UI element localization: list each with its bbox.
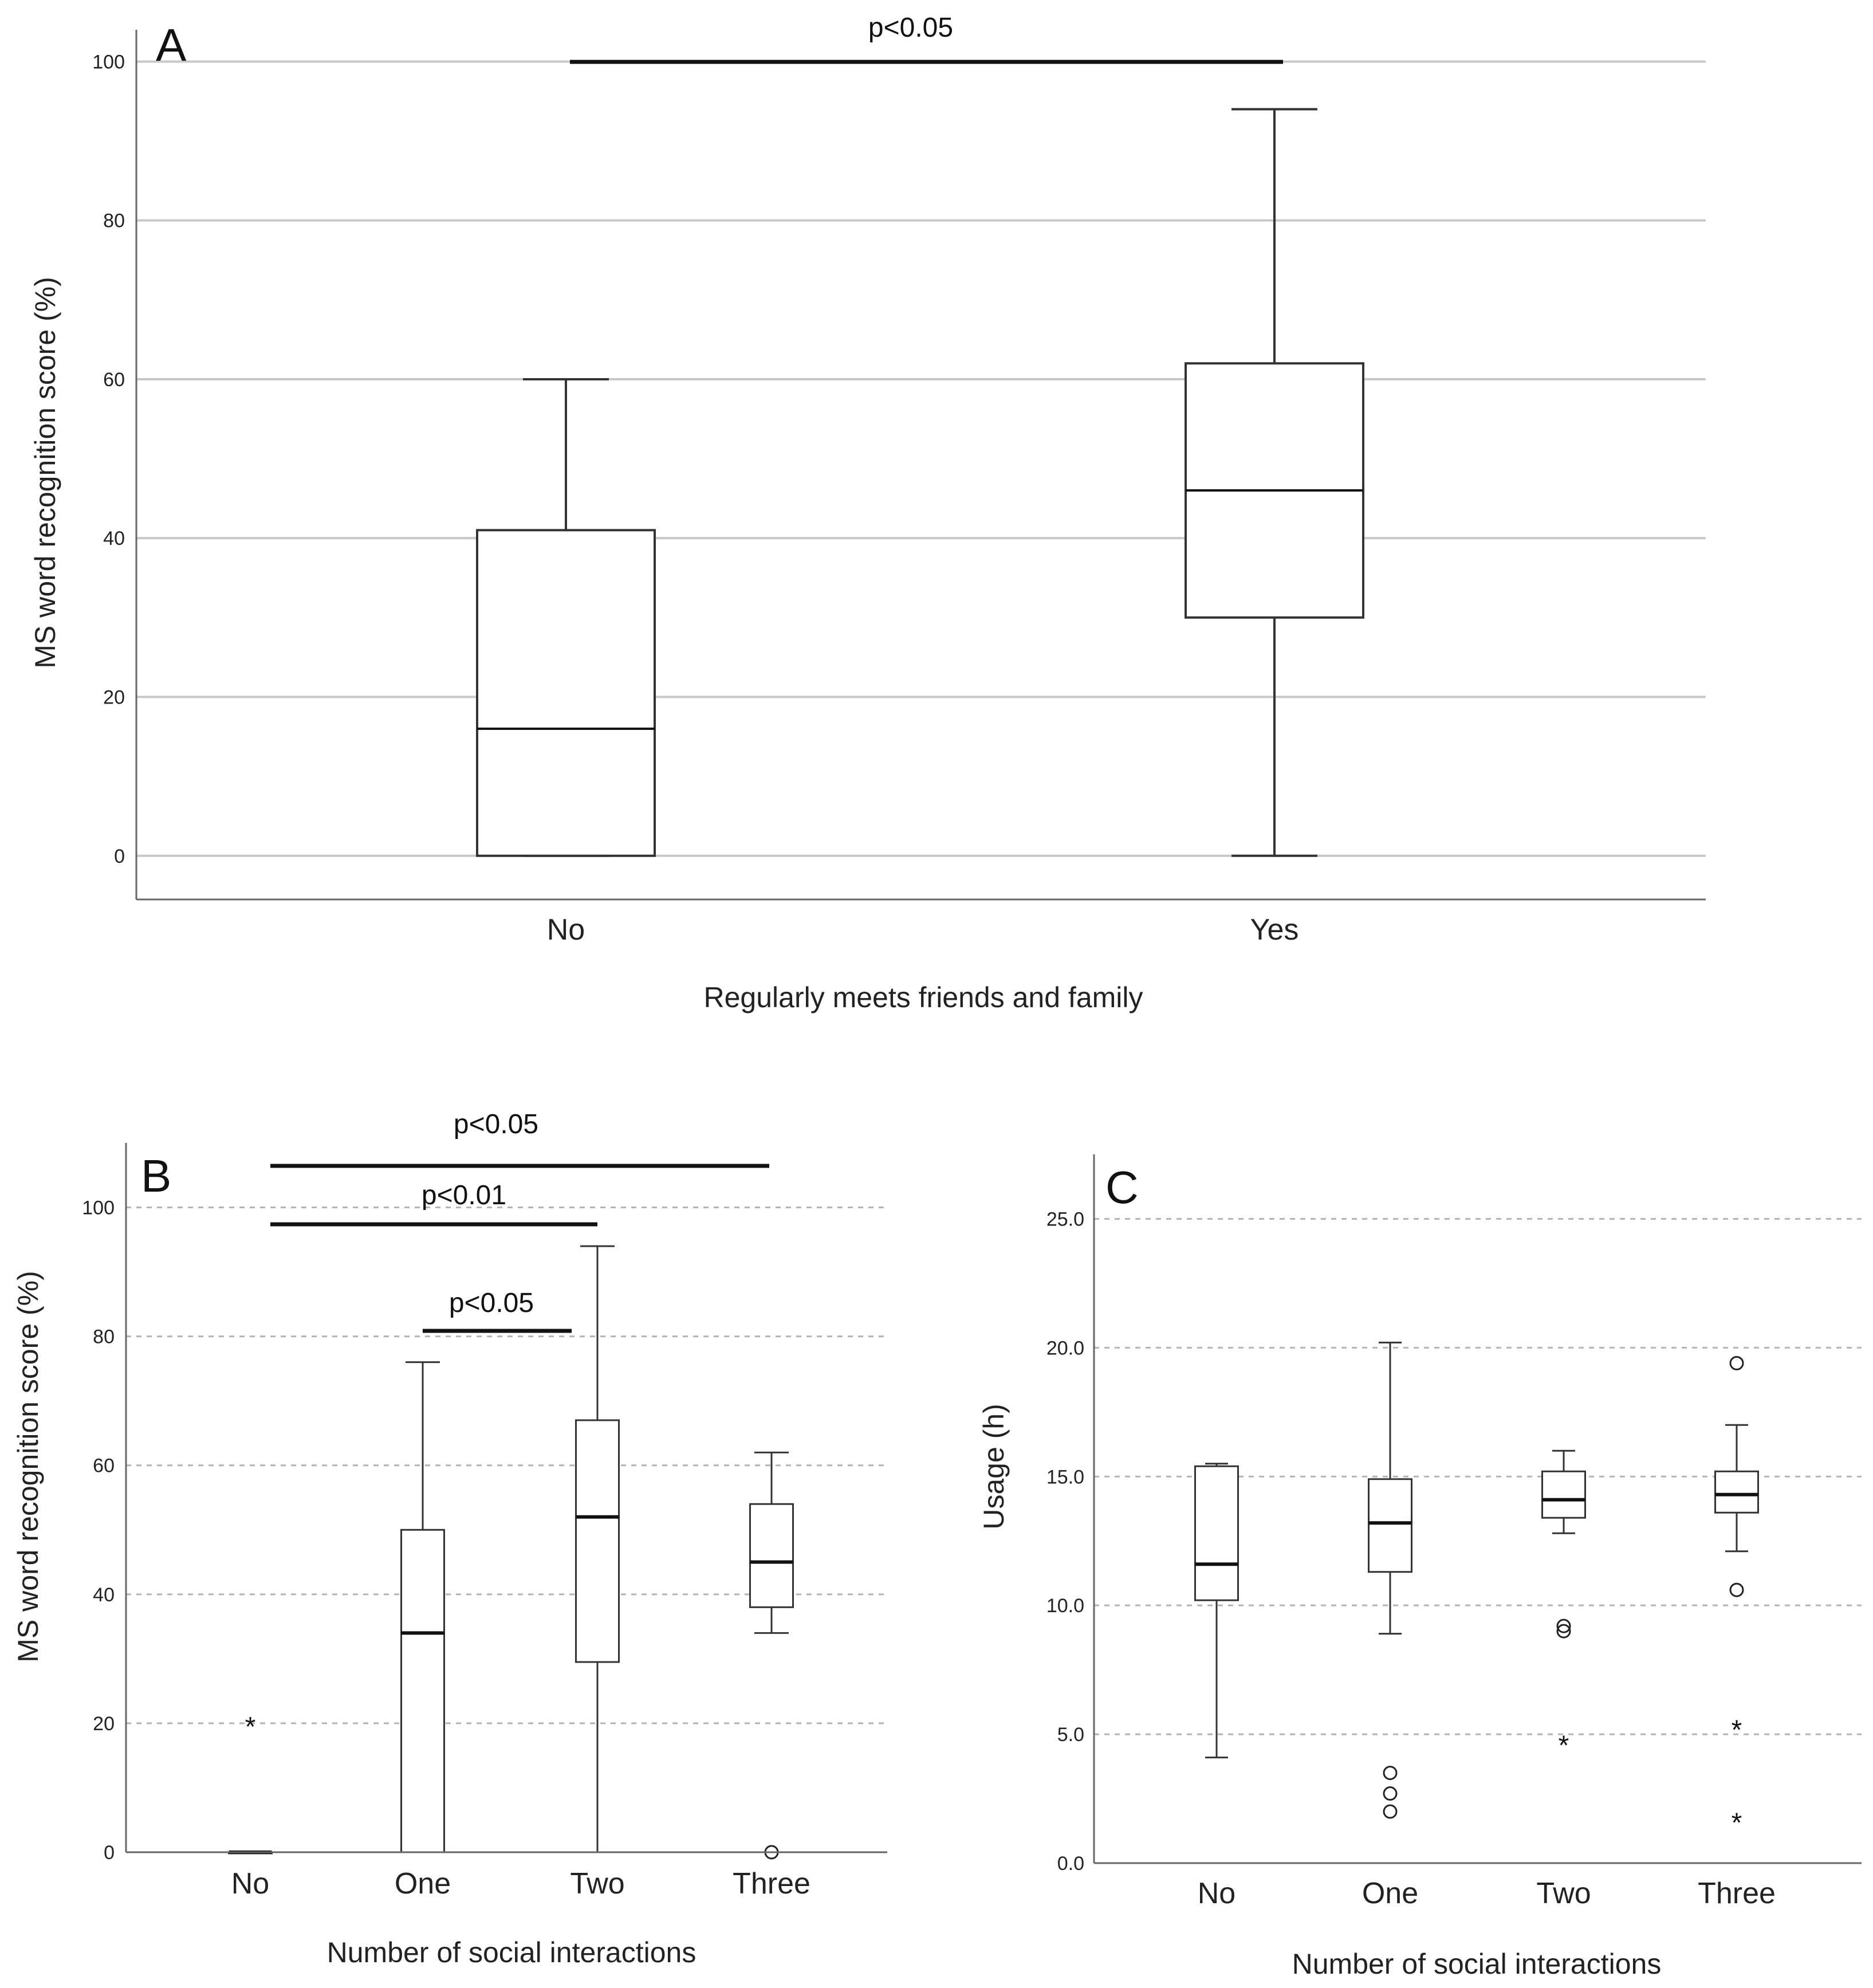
outlier-star: * — [245, 1712, 256, 1742]
panel-c-x-tick-label: Three — [1698, 1877, 1776, 1910]
outlier-circle — [1729, 1356, 1744, 1370]
panel-b-y-tick-label: 0 — [104, 1842, 115, 1864]
panel-c-y-tick-label: 0.0 — [1057, 1853, 1084, 1875]
panel-a-y-axis-title: MS word recognition score (%) — [29, 277, 61, 669]
iqr-box — [1714, 1470, 1759, 1514]
panel-b-x-tick-label: No — [231, 1867, 269, 1900]
panel-a: 0 20 40 60 80 100 No Yes p<0.05 A Regularly mee… — [29, 13, 1706, 1013]
panel-b-y-tick-label: 60 — [93, 1455, 115, 1477]
panel-b-x-axis-title: Number of social interactions — [327, 1936, 697, 1969]
panel-c-y-tick-label: 25.0 — [1046, 1208, 1084, 1230]
panel-b-boxes: * — [228, 1245, 794, 1860]
iqr-box — [1194, 1465, 1239, 1601]
panel-b-box-three — [749, 1451, 794, 1860]
panel-a-y-tick-label: 0 — [114, 846, 125, 867]
panel-b-y-tick-label: 20 — [93, 1713, 115, 1735]
panel-c-axes: 0.0 5.0 10.0 15.0 20.0 25.0 No One Two Three — [1046, 1154, 1862, 1910]
iqr-box — [749, 1503, 794, 1608]
significance-label: p<0.05 — [868, 13, 953, 43]
panel-a-y-tick-label: 60 — [103, 369, 125, 391]
outlier-star: * — [1559, 1731, 1569, 1761]
panel-c: *** 0.05.010.015.020.025.0No One Two Three … — [978, 1154, 1862, 1980]
panel-a-box-yes — [1185, 108, 1364, 857]
panel-a-y-tick-label: 80 — [103, 210, 125, 232]
panel-b-letter: B — [141, 1150, 171, 1201]
panel-c-box-two: * — [1541, 1449, 1586, 1761]
panel-a-significance: p<0.05 — [570, 13, 1283, 64]
panel-c-box-one — [1368, 1341, 1412, 1819]
panel-b-y-tick-label: 100 — [82, 1197, 115, 1219]
outlier-circle — [1383, 1804, 1398, 1819]
outlier-star: * — [1732, 1715, 1742, 1746]
panel-b-y-tick-label: 40 — [93, 1584, 115, 1606]
panel-c-x-axis-title: Number of social interactions — [1292, 1948, 1662, 1980]
panel-c-boxes: *** — [1194, 1341, 1759, 1838]
panel-c-y-tick-label: 15.0 — [1046, 1466, 1084, 1488]
panel-a-x-tick-label: Yes — [1250, 913, 1299, 946]
panel-b-x-tick-label: One — [395, 1867, 451, 1900]
panel-b-axes: 0 20 40 60 80 100 No One Two Three — [82, 1143, 887, 1900]
panel-a-x-tick-label: No — [547, 913, 585, 946]
panel-c-x-tick-label: No — [1198, 1877, 1235, 1910]
panel-a-axes: 0 20 40 60 80 100 No Yes — [92, 30, 1706, 946]
significance-label: p<0.05 — [449, 1288, 534, 1318]
panel-a-box-no — [476, 378, 656, 857]
panel-c-x-tick-label: Two — [1536, 1877, 1591, 1910]
outlier-circle — [1556, 1624, 1571, 1639]
panel-c-y-tick-label: 5.0 — [1057, 1724, 1084, 1746]
panel-c-x-tick-label: One — [1362, 1877, 1418, 1910]
panel-b-x-tick-label: Two — [570, 1867, 624, 1900]
significance-label: p<0.05 — [454, 1109, 538, 1140]
panel-a-letter: A — [156, 19, 187, 70]
outlier-star: * — [1732, 1808, 1742, 1838]
panel-b-x-tick-label: Three — [733, 1867, 810, 1900]
panel-a-x-axis-title: Regularly meets friends and family — [704, 981, 1143, 1013]
significance-label: p<0.01 — [422, 1180, 506, 1211]
iqr-box — [400, 1529, 445, 1853]
panel-b: * 0 20 40 60 80 100 No One Two Three p<0.05 p<0.01… — [12, 1109, 887, 1969]
panel-c-y-axis-title: Usage (h) — [978, 1404, 1010, 1530]
panel-b-box-one — [400, 1361, 445, 1853]
outlier-circle — [1383, 1766, 1398, 1781]
outlier-circle — [1729, 1582, 1744, 1597]
panel-c-letter: C — [1105, 1162, 1139, 1213]
panel-b-box-two — [575, 1245, 620, 1853]
panel-a-y-tick-label: 40 — [103, 528, 125, 549]
panel-c-y-tick-label: 20.0 — [1046, 1337, 1084, 1359]
panel-a-y-tick-label: 20 — [103, 686, 125, 708]
iqr-box — [476, 529, 656, 857]
iqr-box — [575, 1419, 620, 1663]
iqr-box — [1368, 1478, 1412, 1573]
panel-a-boxes — [476, 108, 1364, 857]
panel-b-significance: p<0.05 p<0.01 p<0.05 — [270, 1109, 769, 1333]
panel-b-y-axis-title: MS word recognition score (%) — [12, 1271, 44, 1663]
outlier-circle — [1383, 1786, 1398, 1801]
outlier-circle — [1556, 1618, 1571, 1633]
iqr-box — [1541, 1470, 1586, 1519]
panel-c-box-no — [1194, 1463, 1239, 1759]
panel-b-y-tick-label: 80 — [93, 1326, 115, 1348]
panel-c-y-tick-label: 10.0 — [1046, 1595, 1084, 1617]
panel-c-box-three: ** — [1714, 1356, 1759, 1838]
panel-a-y-tick-label: 100 — [92, 51, 125, 73]
